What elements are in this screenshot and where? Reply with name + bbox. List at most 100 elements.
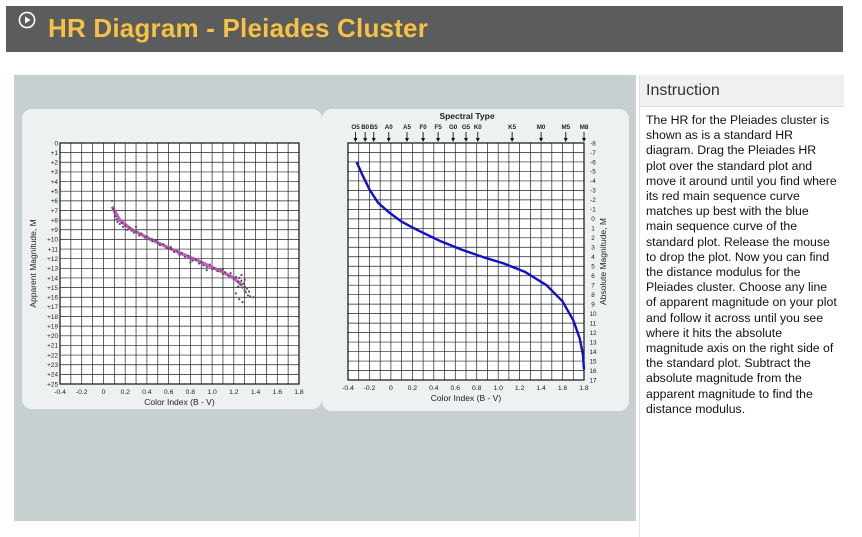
standard-main-sequence-line (355, 161, 586, 370)
star-point (158, 244, 161, 247)
y-tick-label: +9 (51, 227, 59, 234)
x-tick-label: 1.0 (493, 385, 503, 392)
x-axis-title: Color Index (B - V) (144, 397, 215, 407)
spectral-type-arrowhead (421, 138, 426, 142)
star-point (246, 294, 249, 297)
star-point (202, 264, 205, 267)
star-point (134, 230, 138, 233)
y-tick-label: +8 (51, 217, 59, 224)
x-tick-label: -0.4 (342, 385, 354, 392)
title-bar: HR Diagram - Pleiades Cluster (6, 6, 843, 52)
y-tick-label: -3 (590, 188, 596, 195)
star-point (121, 225, 125, 228)
x-tick-label: 1.2 (515, 385, 525, 392)
star-point (189, 261, 192, 264)
star-point (244, 291, 247, 294)
x-tick-label: 0.6 (164, 389, 174, 396)
y-tick-label: 3 (591, 245, 595, 252)
pleiades-plot[interactable]: -0.4 -0.2 0 0.2 0.4 0.6 0.8 1.0 1.2 1.4 1.6 1.8 0 +1 +… (22, 109, 322, 409)
star-point (111, 199, 114, 202)
x-tick-label: 0 (102, 389, 106, 396)
spectral-type-arrowhead (436, 138, 441, 142)
instruction-text: The HR for the Pleiades cluster is shown… (646, 113, 837, 416)
y-tick-label: +3 (51, 169, 59, 176)
spectral-type-arrowhead (386, 138, 391, 142)
star-point (132, 231, 135, 234)
star-point (198, 262, 201, 265)
star-point (242, 282, 245, 285)
spectral-type-label: M5 (561, 124, 570, 131)
y-tick-label: +10 (47, 237, 58, 244)
spectral-type-label: M8 (580, 124, 589, 131)
star-point (148, 238, 151, 241)
star-point (241, 286, 244, 289)
star-point (227, 274, 230, 278)
y-tick-label: 1 (591, 226, 595, 233)
star-point (178, 253, 181, 256)
spectral-type-label: K5 (508, 124, 516, 131)
spectral-type-label: O5 (351, 124, 360, 131)
y-axis-title: Apparent Magnitude, M (28, 219, 38, 307)
star-point (118, 222, 121, 226)
star-point (187, 254, 190, 257)
spectral-type-label: B0 (361, 124, 369, 131)
star-point (205, 266, 208, 269)
y-tick-label: +7 (51, 208, 59, 215)
y-tick-label: 15 (589, 358, 597, 365)
y-tick-label: +11 (48, 246, 59, 253)
y-tick-label: +12 (47, 256, 58, 263)
star-point (237, 285, 240, 288)
y-tick-label: +25 (47, 381, 58, 388)
spectral-type-arrowhead (582, 138, 586, 142)
spectral-type-title: Spectral Type (439, 111, 494, 121)
y-tick-label: -7 (590, 150, 596, 157)
x-tick-label: 0.6 (451, 385, 461, 392)
star-point (167, 247, 170, 251)
spectral-type-arrowhead (464, 138, 468, 142)
y-tick-label: +18 (47, 314, 58, 321)
x-axis-title: Color Index (B - V) (431, 393, 502, 403)
x-tick-label: 0.4 (142, 389, 152, 396)
star-point (173, 250, 176, 253)
y-tick-label: 6 (591, 273, 595, 280)
x-tick-label: 0 (389, 385, 393, 392)
workspace: -0.4 -0.2 0 0.2 0.4 0.6 0.8 1.0 1.2 1.4 1.6 1.8 0 +1 +… (14, 75, 636, 521)
star-point (221, 268, 225, 271)
spectral-type-label: F5 (434, 124, 442, 131)
star-point (130, 229, 133, 232)
star-point (241, 301, 244, 304)
y-tick-label: 10 (589, 311, 597, 318)
star-point (243, 278, 246, 281)
star-point (126, 228, 129, 231)
star-point (237, 280, 240, 283)
star-point (234, 292, 238, 295)
y-tick-label: -8 (590, 140, 596, 147)
spectral-type-arrowhead (405, 138, 409, 142)
spectral-type-arrowhead (353, 138, 358, 142)
pleiades-plot-panel[interactable]: -0.4 -0.2 0 0.2 0.4 0.6 0.8 1.0 1.2 1.4 1.6 1.8 0 +1 +… (22, 109, 322, 409)
plot-frame (347, 142, 585, 381)
star-point (240, 279, 243, 282)
star-point (116, 220, 119, 224)
star-point (145, 235, 148, 238)
y-tick-label: -4 (590, 178, 596, 185)
play-circle-icon[interactable] (18, 11, 36, 29)
y-tick-label: +16 (47, 295, 58, 302)
star-point (200, 261, 203, 264)
spectral-type-arrowhead (363, 138, 368, 142)
spectral-type-label: F0 (419, 124, 427, 131)
spectral-type-label: A5 (403, 124, 411, 131)
star-point (151, 238, 154, 241)
star-point (183, 255, 186, 258)
star-point (243, 285, 246, 288)
star-point (245, 287, 248, 290)
x-tick-label: 1.2 (229, 389, 239, 396)
star-point (238, 298, 241, 301)
x-tick-label: 0.2 (120, 389, 130, 396)
y-tick-label: +13 (47, 266, 58, 273)
x-tick-label: 0.4 (429, 385, 439, 392)
star-point (229, 272, 232, 275)
y-tick-label: 9 (591, 301, 595, 308)
star-point (112, 207, 115, 210)
y-tick-label: 8 (591, 292, 595, 299)
